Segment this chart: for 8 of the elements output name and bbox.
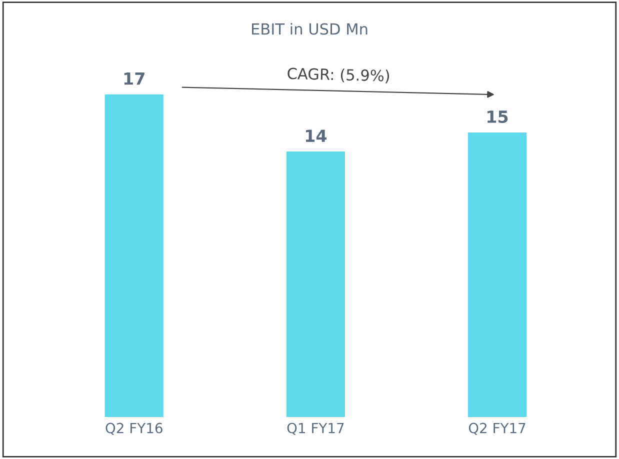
x-tick-label: Q1 FY17 — [287, 422, 344, 435]
data-label: 17 — [124, 72, 144, 85]
x-tick-label: Q2 FY16 — [106, 422, 162, 435]
data-label: 14 — [306, 130, 327, 142]
text: CAGR: (5.9%) — [288, 67, 390, 84]
chart-title: EBIT in USD Mn — [252, 22, 368, 35]
x-tick-label: Q2 FY17 — [468, 422, 526, 435]
data-label: 15 — [488, 110, 508, 124]
